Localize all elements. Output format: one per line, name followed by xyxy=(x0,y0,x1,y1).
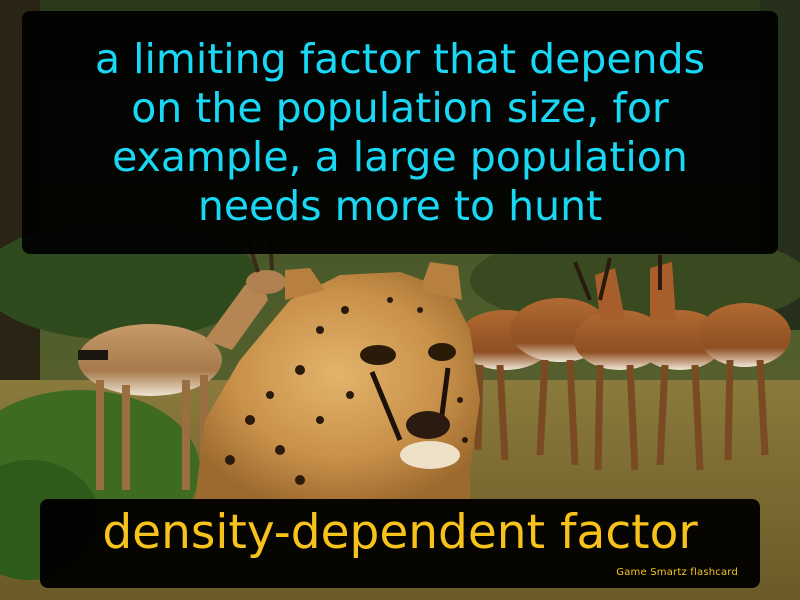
definition-line: on the population size, for xyxy=(131,83,669,132)
brand-watermark: Game Smartz flashcard xyxy=(616,567,738,578)
definition-text: a limiting factor that depends on the po… xyxy=(95,35,705,231)
definition-line: a limiting factor that depends xyxy=(94,34,706,83)
definition-panel: a limiting factor that depends on the po… xyxy=(22,11,778,254)
definition-line: needs more to hunt xyxy=(197,181,603,230)
definition-line: example, a large population xyxy=(112,132,688,181)
term-panel: density-dependent factor Game Smartz fla… xyxy=(40,499,760,588)
term-title: density-dependent factor xyxy=(102,505,698,560)
